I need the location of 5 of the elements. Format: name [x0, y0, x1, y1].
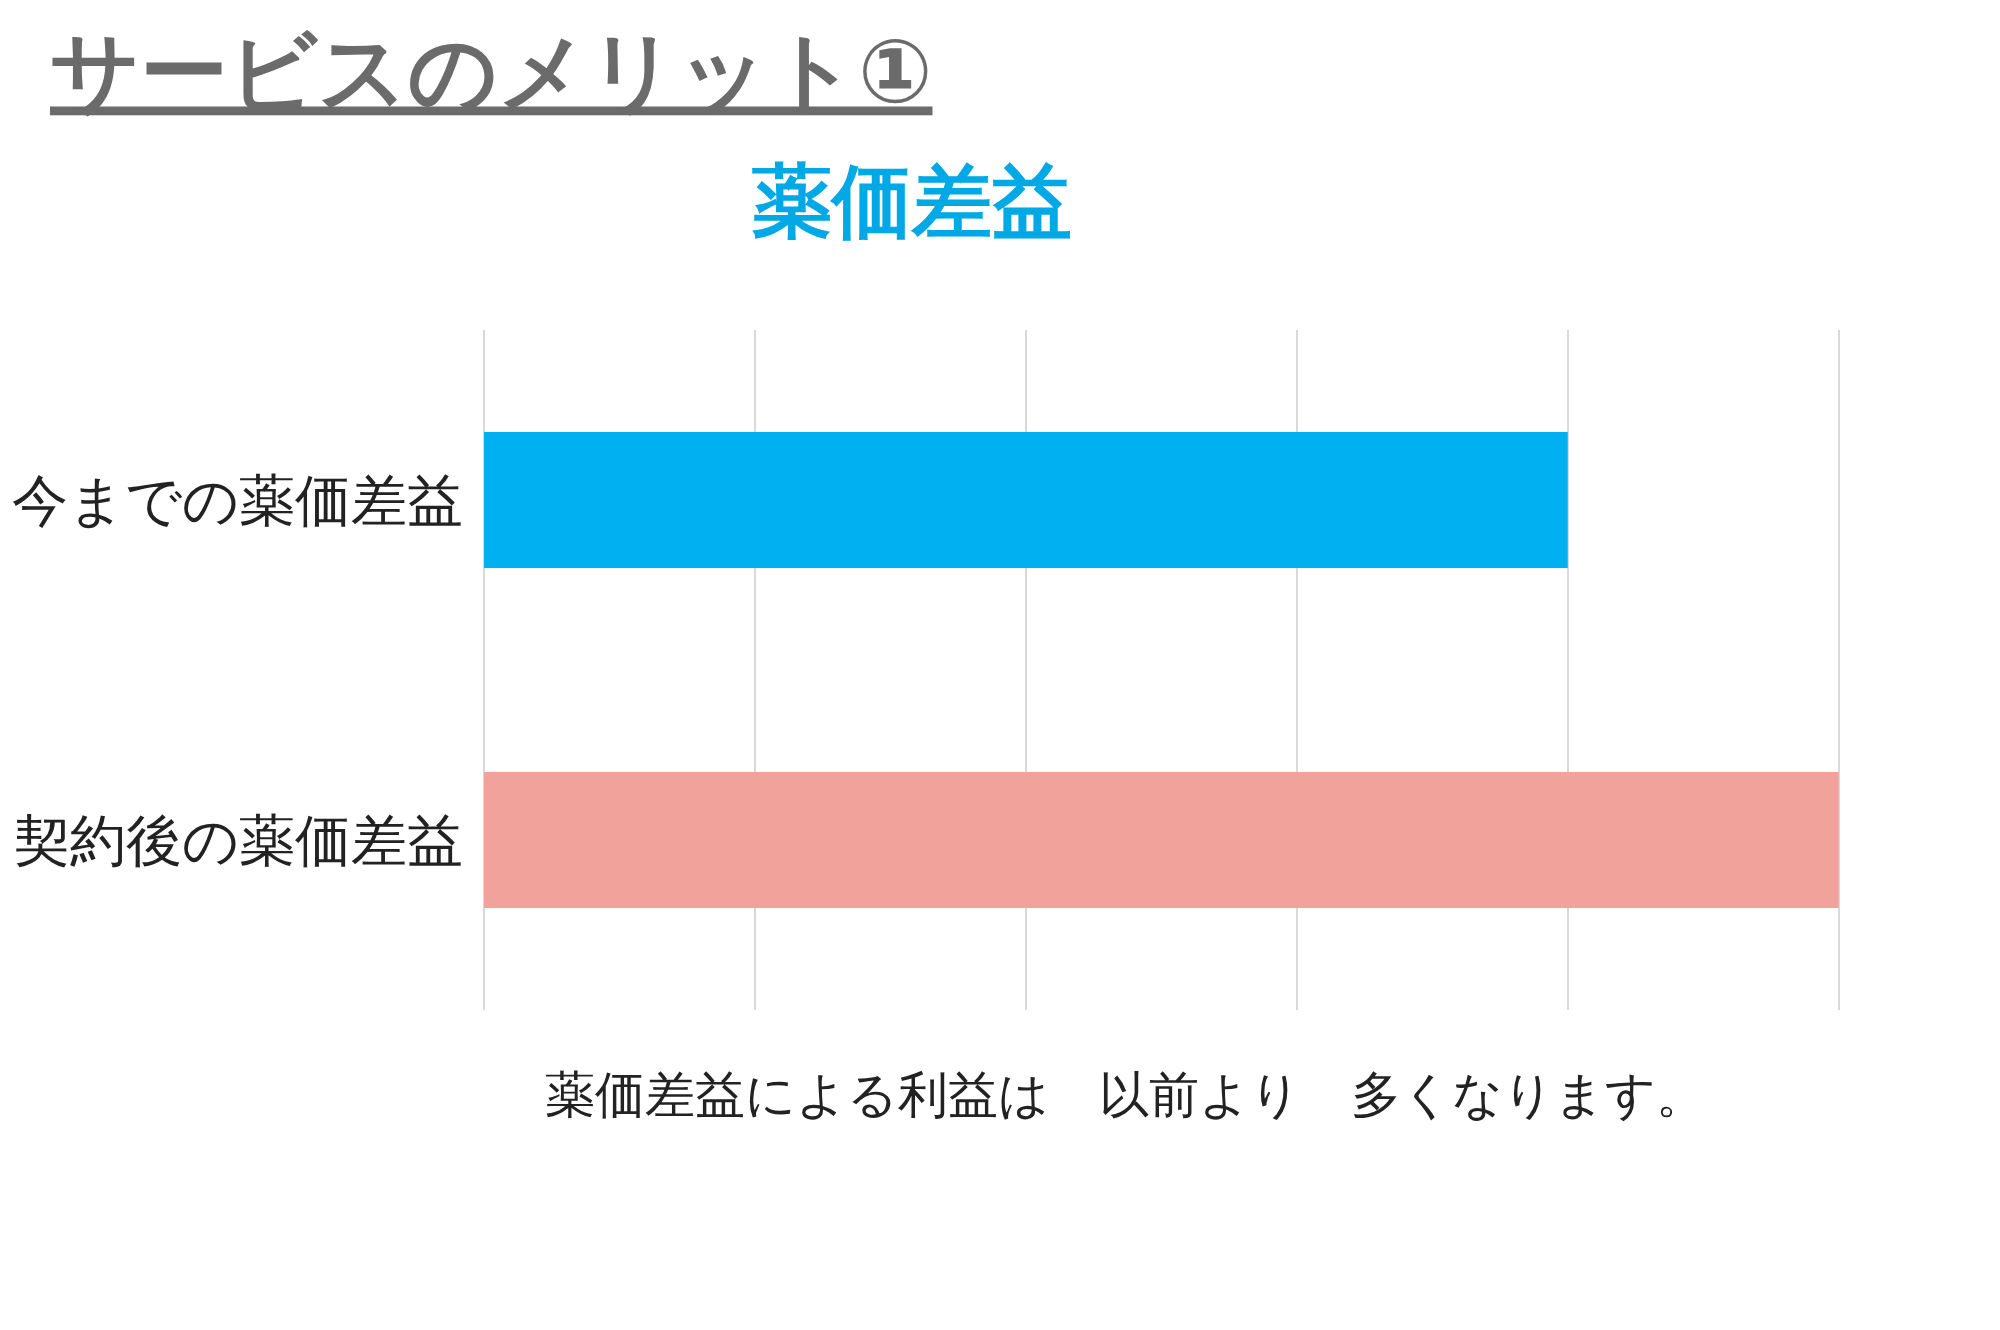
y-tick-label: 今までの薬価差益 — [12, 467, 463, 533]
chart-title: サービスのメリット① — [50, 19, 933, 123]
chart-subtitle: 薬価差益 — [752, 155, 1072, 248]
y-tick-label: 契約後の薬価差益 — [14, 807, 463, 873]
text: 薬価差益による利益は 以前より 多くなります。 — [545, 1066, 1706, 1124]
